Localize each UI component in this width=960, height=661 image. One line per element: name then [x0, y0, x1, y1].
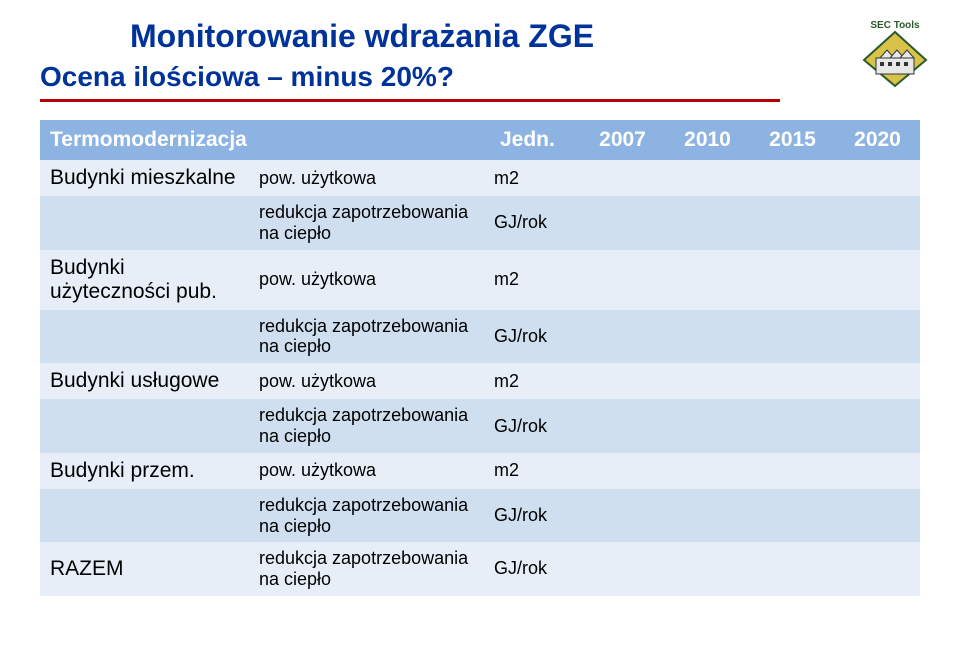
row-value	[835, 363, 920, 399]
row-label	[40, 196, 255, 249]
table-header-cell: 2010	[665, 120, 750, 160]
row-value	[665, 196, 750, 249]
table-row: redukcja zapotrzebowania na ciepłoGJ/rok	[40, 310, 920, 363]
row-unit: m2	[490, 363, 580, 399]
page-title: Monitorowanie wdrażania ZGE	[130, 18, 920, 55]
page: SEC Tools Monitorowanie wdrażania ZGE Oc…	[0, 0, 960, 596]
row-value	[835, 160, 920, 196]
row-value	[580, 363, 665, 399]
data-table: Termomodernizacja Jedn.2007201020152020 B…	[40, 120, 920, 596]
row-value	[750, 310, 835, 363]
row-value	[580, 489, 665, 542]
row-label	[40, 489, 255, 542]
row-desc: redukcja zapotrzebowania na ciepło	[255, 489, 490, 542]
row-value	[835, 399, 920, 452]
table-row: Budynki przem.pow. użytkowam2	[40, 453, 920, 489]
row-value	[835, 310, 920, 363]
row-value	[750, 250, 835, 310]
row-value	[580, 160, 665, 196]
row-desc: redukcja zapotrzebowania na ciepło	[255, 399, 490, 452]
row-value	[750, 196, 835, 249]
row-desc: redukcja zapotrzebowania na ciepło	[255, 310, 490, 363]
row-value	[665, 489, 750, 542]
row-unit: GJ/rok	[490, 399, 580, 452]
table-header-cell	[255, 120, 490, 160]
table-header-cell: 2020	[835, 120, 920, 160]
row-value	[580, 542, 665, 595]
row-label: Budynki mieszkalne	[40, 160, 255, 196]
row-value	[835, 453, 920, 489]
row-unit: m2	[490, 160, 580, 196]
row-value	[835, 196, 920, 249]
row-desc: pow. użytkowa	[255, 160, 490, 196]
row-value	[750, 453, 835, 489]
table-header-cell: 2007	[580, 120, 665, 160]
row-value	[665, 399, 750, 452]
row-value	[665, 310, 750, 363]
table-header-cell: 2015	[750, 120, 835, 160]
row-label	[40, 310, 255, 363]
row-value	[750, 542, 835, 595]
row-value	[580, 310, 665, 363]
table-header-cell: Jedn.	[490, 120, 580, 160]
row-value	[665, 250, 750, 310]
table-header: Termomodernizacja Jedn.2007201020152020	[40, 120, 920, 160]
row-value	[580, 399, 665, 452]
table-row: redukcja zapotrzebowania na ciepłoGJ/rok	[40, 196, 920, 249]
row-value	[580, 453, 665, 489]
row-value	[750, 363, 835, 399]
page-subtitle: Ocena ilościowa – minus 20%?	[40, 61, 920, 93]
row-label: Budynki usługowe	[40, 363, 255, 399]
row-value	[580, 250, 665, 310]
row-unit: GJ/rok	[490, 196, 580, 249]
badge-label: SEC Tools	[870, 20, 920, 31]
row-value	[750, 160, 835, 196]
row-desc: pow. użytkowa	[255, 363, 490, 399]
row-unit: GJ/rok	[490, 310, 580, 363]
row-value	[835, 542, 920, 595]
row-desc: redukcja zapotrzebowania na ciepło	[255, 542, 490, 595]
table-row: redukcja zapotrzebowania na ciepłoGJ/rok	[40, 399, 920, 452]
row-unit: m2	[490, 250, 580, 310]
row-value	[665, 542, 750, 595]
row-value	[665, 160, 750, 196]
table-row: redukcja zapotrzebowania na ciepłoGJ/rok	[40, 489, 920, 542]
row-desc: pow. użytkowa	[255, 453, 490, 489]
row-unit: GJ/rok	[490, 489, 580, 542]
table-row: RAZEMredukcja zapotrzebowania na ciepłoG…	[40, 542, 920, 595]
row-unit: m2	[490, 453, 580, 489]
row-value	[665, 363, 750, 399]
row-value	[665, 453, 750, 489]
row-value	[835, 489, 920, 542]
table-row: Budynki usługowepow. użytkowam2	[40, 363, 920, 399]
row-desc: pow. użytkowa	[255, 250, 490, 310]
row-label: Budynki przem.	[40, 453, 255, 489]
row-label	[40, 399, 255, 452]
table-row: Budynki mieszkalnepow. użytkowam2	[40, 160, 920, 196]
row-value	[750, 399, 835, 452]
sec-tools-badge: SEC Tools	[860, 18, 930, 88]
row-desc: redukcja zapotrzebowania na ciepło	[255, 196, 490, 249]
table-row: Budynki użyteczności pub.pow. użytkowam2	[40, 250, 920, 310]
row-value	[835, 250, 920, 310]
row-label: RAZEM	[40, 542, 255, 595]
row-unit: GJ/rok	[490, 542, 580, 595]
row-label: Budynki użyteczności pub.	[40, 250, 255, 310]
table-header-cell: Termomodernizacja	[40, 120, 255, 160]
title-rule	[40, 99, 780, 102]
row-value	[750, 489, 835, 542]
table-body: Budynki mieszkalnepow. użytkowam2redukcj…	[40, 160, 920, 596]
row-value	[580, 196, 665, 249]
